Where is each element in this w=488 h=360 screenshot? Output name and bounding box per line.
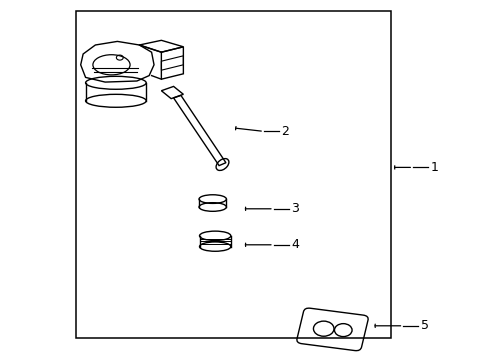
- Text: 3: 3: [290, 202, 298, 215]
- Text: 4: 4: [290, 238, 298, 251]
- Text: 2: 2: [281, 125, 288, 138]
- Text: 5: 5: [420, 319, 427, 332]
- Bar: [76, 11, 390, 338]
- Text: 1: 1: [429, 161, 437, 174]
